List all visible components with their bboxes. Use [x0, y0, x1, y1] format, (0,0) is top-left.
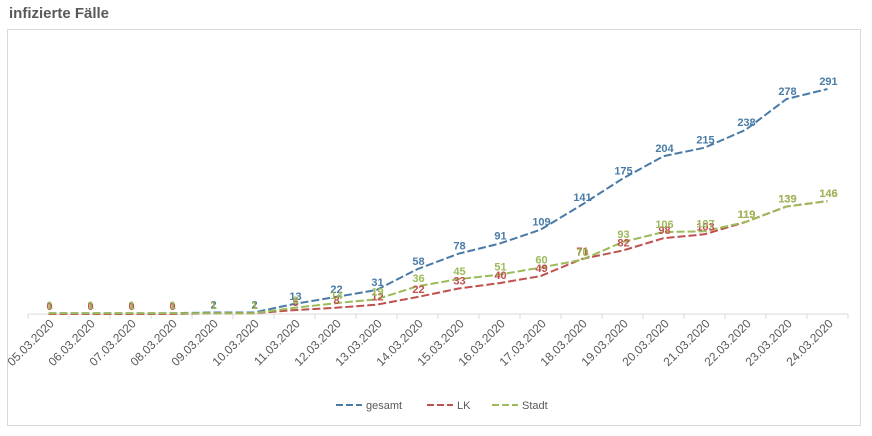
data-label-gesamt: 1: [87, 300, 93, 312]
data-label-lk: 8: [333, 295, 339, 307]
data-label-lk: 146: [819, 188, 837, 200]
data-label-gesamt: 141: [573, 192, 591, 204]
data-label-lk: 5: [292, 297, 298, 309]
data-label-lk: 12: [371, 292, 383, 304]
data-label-stadt: 45: [453, 266, 465, 278]
data-label-lk: 0: [128, 301, 134, 313]
data-label-gesamt: 109: [532, 217, 550, 229]
data-label-stadt: 1: [87, 300, 93, 312]
legend-label-stadt: Stadt: [522, 400, 548, 412]
data-label-stadt: 1: [128, 300, 134, 312]
data-label-stadt: 93: [617, 229, 629, 241]
data-label-lk: 82: [617, 238, 629, 250]
series-line-gesamt: [48, 88, 828, 315]
data-label-stadt: 1: [46, 300, 52, 312]
data-label-stadt: 51: [494, 262, 506, 274]
legend-label-lk: LK: [457, 400, 471, 412]
data-label-lk: 0: [87, 301, 93, 313]
data-label-stadt: 14: [330, 290, 343, 302]
data-label-gesamt: 215: [696, 135, 714, 147]
data-label-stadt: 70: [576, 247, 588, 259]
data-label-stadt: 19: [371, 286, 383, 298]
series-line-lk: [48, 200, 828, 315]
data-label-gesamt: 238: [737, 117, 755, 129]
data-label-lk: 103: [696, 221, 714, 233]
data-label-gesamt: 204: [655, 143, 674, 155]
data-label-gesamt: 2: [251, 299, 257, 311]
data-label-stadt: 1: [169, 300, 175, 312]
data-label-gesamt: 1: [46, 300, 52, 312]
data-label-gesamt: 291: [819, 76, 837, 88]
data-label-stadt: 146: [819, 188, 837, 200]
data-label-lk: 33: [453, 275, 465, 287]
chart-frame: [7, 29, 861, 426]
data-label-gesamt: 58: [412, 256, 424, 268]
data-label-lk: 1: [251, 300, 257, 312]
data-label-stadt: 107: [696, 218, 714, 230]
data-label-lk: 139: [778, 194, 796, 206]
data-label-gesamt: 31: [371, 277, 383, 289]
data-label-gesamt: 13: [289, 291, 301, 303]
data-label-lk: 119: [738, 209, 756, 221]
data-label-stadt: 106: [655, 219, 673, 231]
data-label-stadt: 36: [412, 273, 424, 285]
data-label-lk: 49: [535, 263, 547, 275]
data-label-gesamt: 278: [778, 86, 796, 98]
data-label-gesamt: 1: [169, 300, 175, 312]
data-label-gesamt: 175: [614, 166, 632, 178]
data-label-stadt: 139: [778, 194, 796, 206]
data-label-gesamt: 22: [330, 284, 342, 296]
data-label-lk: 0: [169, 301, 175, 313]
data-label-stadt: 8: [292, 295, 298, 307]
data-label-stadt: 119: [738, 209, 756, 221]
data-label-stadt: 1: [210, 300, 216, 312]
series-line-stadt: [48, 200, 828, 315]
data-label-stadt: 1: [251, 300, 257, 312]
data-label-stadt: 60: [535, 255, 547, 267]
data-label-lk: 71: [576, 246, 588, 258]
data-label-gesamt: 91: [494, 231, 506, 243]
data-label-lk: 98: [658, 225, 670, 237]
data-label-lk: 40: [494, 270, 506, 282]
data-label-gesamt: 1: [128, 300, 134, 312]
data-label-lk: 22: [412, 284, 424, 296]
chart-title: infizierte Fälle: [9, 5, 110, 22]
data-label-lk: 1: [210, 300, 216, 312]
legend-label-gesamt: gesamt: [366, 400, 402, 412]
data-label-lk: 0: [46, 301, 52, 313]
data-label-gesamt: 78: [453, 241, 465, 253]
data-label-gesamt: 2: [210, 299, 216, 311]
